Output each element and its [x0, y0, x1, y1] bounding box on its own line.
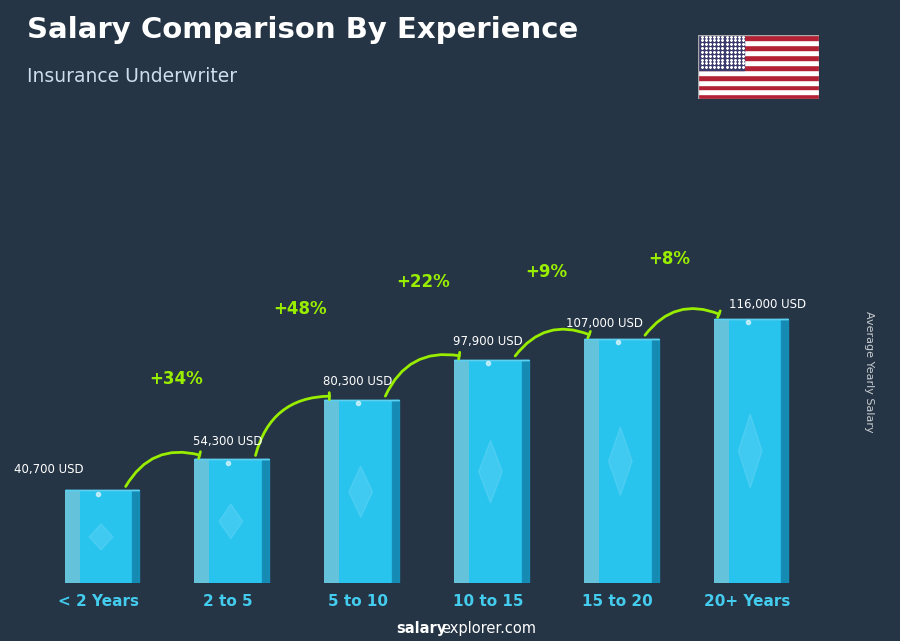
- Bar: [698, 35, 819, 40]
- FancyBboxPatch shape: [65, 490, 79, 583]
- Bar: [698, 40, 819, 45]
- FancyBboxPatch shape: [339, 400, 392, 583]
- Text: 40,700 USD: 40,700 USD: [14, 463, 84, 476]
- Bar: [698, 65, 819, 70]
- Text: 97,900 USD: 97,900 USD: [453, 335, 523, 348]
- Polygon shape: [219, 504, 243, 538]
- Text: explorer.com: explorer.com: [441, 621, 536, 636]
- Polygon shape: [652, 339, 659, 583]
- FancyBboxPatch shape: [194, 460, 210, 583]
- Bar: [698, 35, 743, 70]
- FancyBboxPatch shape: [714, 319, 729, 583]
- Text: 80,300 USD: 80,300 USD: [323, 375, 392, 388]
- FancyBboxPatch shape: [79, 490, 132, 583]
- Polygon shape: [738, 414, 762, 488]
- Text: +8%: +8%: [649, 251, 690, 269]
- FancyBboxPatch shape: [584, 339, 598, 583]
- Bar: [698, 70, 819, 75]
- Text: +9%: +9%: [526, 263, 567, 281]
- FancyBboxPatch shape: [729, 319, 781, 583]
- Text: Average Yearly Salary: Average Yearly Salary: [863, 311, 874, 433]
- Text: salary: salary: [396, 621, 446, 636]
- Bar: [698, 60, 819, 65]
- Bar: [698, 79, 819, 85]
- FancyBboxPatch shape: [210, 460, 262, 583]
- Polygon shape: [89, 524, 112, 550]
- Text: +22%: +22%: [396, 273, 450, 291]
- Polygon shape: [479, 440, 502, 503]
- Polygon shape: [522, 360, 529, 583]
- Text: 107,000 USD: 107,000 USD: [566, 317, 644, 330]
- Text: 54,300 USD: 54,300 USD: [194, 435, 263, 447]
- Bar: [698, 75, 819, 79]
- Bar: [698, 55, 819, 60]
- Polygon shape: [608, 427, 632, 495]
- Bar: [698, 45, 819, 50]
- Bar: [698, 50, 819, 55]
- Text: Salary Comparison By Experience: Salary Comparison By Experience: [27, 16, 578, 44]
- Polygon shape: [781, 319, 788, 583]
- Bar: [698, 85, 819, 90]
- Polygon shape: [349, 466, 373, 517]
- Text: +34%: +34%: [149, 370, 203, 388]
- Polygon shape: [262, 460, 269, 583]
- FancyBboxPatch shape: [324, 400, 339, 583]
- Bar: [698, 94, 819, 99]
- Bar: [698, 90, 819, 94]
- Polygon shape: [392, 400, 399, 583]
- FancyBboxPatch shape: [598, 339, 652, 583]
- Polygon shape: [132, 490, 140, 583]
- Text: 116,000 USD: 116,000 USD: [728, 297, 806, 311]
- FancyBboxPatch shape: [469, 360, 522, 583]
- Text: Insurance Underwriter: Insurance Underwriter: [27, 67, 237, 87]
- Text: +48%: +48%: [273, 300, 327, 318]
- FancyBboxPatch shape: [454, 360, 469, 583]
